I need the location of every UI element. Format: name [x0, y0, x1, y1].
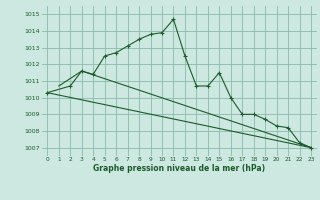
- X-axis label: Graphe pression niveau de la mer (hPa): Graphe pression niveau de la mer (hPa): [93, 164, 265, 173]
